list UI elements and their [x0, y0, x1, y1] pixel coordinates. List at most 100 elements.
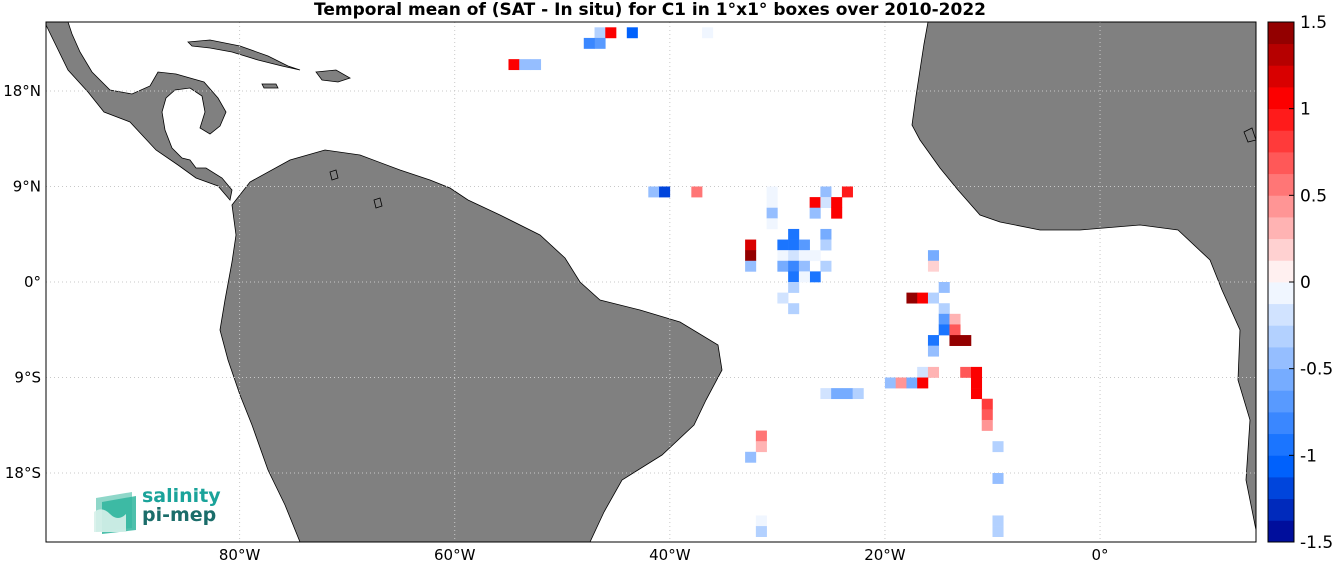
colorbar-step	[1268, 282, 1294, 305]
data-cell	[927, 366, 940, 378]
data-cell	[777, 250, 789, 262]
data-cell	[992, 441, 1004, 453]
data-cell	[798, 271, 810, 283]
data-cell	[766, 207, 778, 219]
colorbar-step	[1268, 65, 1294, 88]
colorbar-tick-label: 0.5	[1300, 186, 1327, 206]
land-jamaica	[261, 83, 279, 89]
data-cell	[852, 388, 864, 400]
data-cell	[831, 388, 843, 400]
data-cell	[788, 260, 800, 272]
colorbar-step	[1268, 433, 1294, 456]
colorbar-step	[1268, 390, 1294, 413]
colorbar-step	[1268, 498, 1294, 521]
data-cell	[605, 27, 617, 39]
data-cell	[949, 324, 961, 336]
data-cell	[788, 271, 800, 283]
colorbar-step	[1268, 238, 1294, 261]
data-cell	[755, 430, 767, 442]
data-cell	[927, 345, 940, 357]
data-cell	[809, 271, 821, 283]
colorbar-step	[1268, 87, 1294, 110]
x-tick-labels: 80°W 60°W 40°W 20°W 0°	[219, 546, 1109, 564]
land-cuba	[187, 39, 301, 71]
colorbar-step	[1268, 43, 1294, 66]
data-cell	[841, 388, 853, 400]
data-cell	[626, 27, 638, 39]
colorbar-step	[1268, 108, 1294, 131]
data-cell	[508, 59, 520, 71]
y-tick-label: 9°S	[14, 369, 41, 387]
data-cell	[992, 526, 1004, 537]
colorbar-step	[1268, 520, 1294, 543]
y-tick-label: 18°N	[3, 82, 41, 100]
data-cell	[895, 377, 907, 389]
colorbar-step	[1268, 325, 1294, 348]
data-cell	[745, 451, 757, 463]
colorbar-step	[1268, 22, 1294, 45]
logo-text-line1: salinity	[142, 485, 221, 507]
data-cell	[766, 218, 778, 230]
colorbar-step	[1268, 455, 1294, 478]
data-cell	[777, 260, 789, 272]
data-cell	[809, 197, 821, 209]
data-cell	[820, 239, 832, 251]
colorbar-step	[1268, 347, 1294, 370]
data-cell	[884, 377, 896, 389]
x-tick-label: 80°W	[219, 546, 261, 564]
data-cell	[755, 526, 767, 537]
colorbar-step	[1268, 130, 1294, 153]
data-cell	[777, 292, 789, 304]
data-cell	[777, 239, 789, 251]
data-cell	[798, 239, 810, 251]
data-cell	[927, 250, 940, 262]
colorbar-tick-label: -1.5	[1300, 533, 1333, 553]
data-cell	[820, 197, 832, 209]
data-cell	[788, 228, 800, 240]
x-tick-label: 60°W	[434, 546, 476, 564]
data-cell	[594, 37, 606, 49]
data-cell	[970, 366, 983, 378]
logo-text-line2: pi-mep	[142, 504, 217, 526]
x-tick-label: 0°	[1092, 546, 1109, 564]
data-cell	[917, 366, 929, 378]
colorbar-tick-label: 1	[1300, 100, 1311, 120]
data-cell	[519, 59, 531, 71]
data-cell	[992, 515, 1004, 527]
logo-waves-icon	[94, 492, 136, 534]
data-cell	[659, 186, 671, 198]
colorbar-step	[1268, 195, 1294, 218]
data-cell	[788, 239, 800, 251]
colorbar-tick-label: 1.5	[1300, 13, 1327, 33]
colorbar-step	[1268, 173, 1294, 196]
y-tick-label: 9°N	[13, 177, 41, 195]
data-cell	[755, 441, 767, 453]
data-cell	[927, 335, 940, 346]
data-cell	[949, 335, 961, 346]
colorbar-tick-label: 0	[1300, 273, 1311, 293]
y-tick-label: 0°	[24, 273, 41, 291]
data-cell	[820, 228, 832, 240]
data-cells	[508, 27, 1004, 537]
data-cell	[938, 313, 950, 325]
data-cell	[927, 292, 940, 304]
data-cell	[831, 197, 843, 209]
data-cell	[992, 473, 1004, 484]
data-cell	[583, 37, 595, 49]
y-tick-label: 18°S	[5, 464, 41, 482]
chart-title: Temporal mean of (SAT - In situ) for C1 …	[314, 0, 986, 20]
data-cell	[745, 250, 757, 262]
data-cell	[809, 207, 821, 219]
colorbar-tick-label: -1	[1300, 446, 1317, 466]
data-cell	[949, 313, 961, 325]
data-cell	[938, 324, 950, 336]
data-cell	[841, 186, 853, 198]
data-cell	[960, 366, 972, 378]
colorbar-tick-labels: 1.5 1 0.5 0 -0.5 -1 -1.5	[1289, 13, 1333, 553]
data-cell	[917, 377, 929, 389]
colorbar-step	[1268, 303, 1294, 326]
data-cell	[938, 282, 950, 293]
data-cell	[906, 292, 918, 304]
data-cell	[788, 250, 800, 262]
